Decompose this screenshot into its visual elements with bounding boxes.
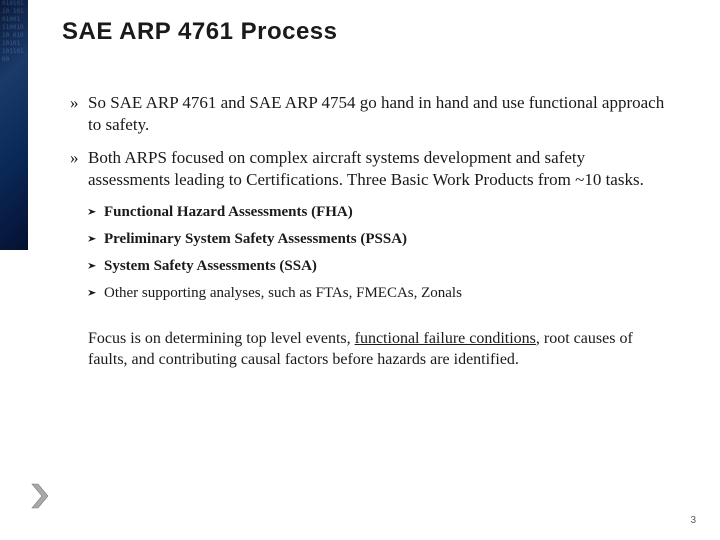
slide-title: SAE ARP 4761 Process [62, 18, 338, 46]
page-number: 3 [690, 515, 696, 526]
slide-content: So SAE ARP 4761 and SAE ARP 4754 go hand… [70, 92, 670, 371]
bullet-level1: Both ARPS focused on complex aircraft sy… [70, 147, 670, 192]
chevron-icon [30, 482, 52, 510]
bullet-level2: System Safety Assessments (SSA) [70, 256, 670, 277]
bullet-level2: Functional Hazard Assessments (FHA) [70, 202, 670, 223]
sublist: Functional Hazard Assessments (FHA) Prel… [70, 202, 670, 304]
bullet-level1: So SAE ARP 4761 and SAE ARP 4754 go hand… [70, 92, 670, 137]
bullet-level2: Preliminary System Safety Assessments (P… [70, 229, 670, 250]
closing-text-pre: Focus is on determining top level events… [88, 330, 355, 347]
bullet-level2: Other supporting analyses, such as FTAs,… [70, 283, 670, 304]
closing-paragraph: Focus is on determining top level events… [70, 328, 670, 371]
side-decoration [0, 0, 28, 250]
closing-text-underlined: functional failure conditions [355, 330, 536, 347]
